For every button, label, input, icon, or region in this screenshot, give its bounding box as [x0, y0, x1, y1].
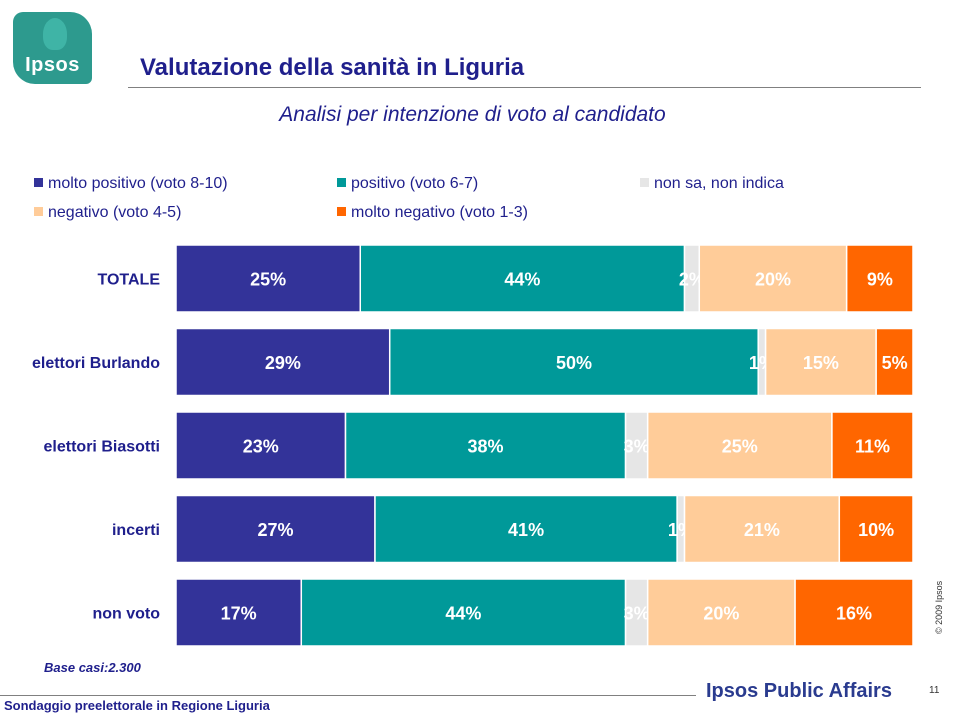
category-label: incerti: [112, 522, 160, 539]
legend-label: positivo (voto 6-7): [351, 175, 479, 192]
data-label: 44%: [504, 270, 540, 290]
logo-text: Ipsos: [25, 54, 80, 76]
data-label: 21%: [744, 520, 780, 540]
category-label: elettori Biasotti: [44, 439, 160, 456]
bar-segment: [794, 578, 914, 647]
bar-segment: [175, 244, 361, 313]
data-label: 25%: [250, 270, 286, 290]
data-label: 41%: [508, 520, 544, 540]
bar-segment: [838, 494, 914, 564]
bar-segment: [683, 494, 841, 564]
legend-label: molto positivo (voto 8-10): [48, 175, 228, 192]
bar-segment: [845, 244, 914, 313]
bar-segment: [646, 411, 833, 480]
data-label: 16%: [836, 604, 872, 624]
copyright: © 2009 Ipsos: [934, 580, 944, 634]
logo-head-icon: [43, 18, 67, 50]
legend-label: negativo (voto 4-5): [48, 204, 182, 221]
category-label: TOTALE: [97, 272, 160, 289]
data-label: 9%: [867, 270, 893, 290]
category-label: non voto: [92, 606, 160, 623]
page-number: 11: [929, 685, 940, 696]
footer-divider: [0, 695, 696, 696]
brand-name: Ipsos Public Affairs: [706, 680, 892, 702]
data-label: 10%: [858, 520, 894, 540]
legend-swatch: [337, 207, 346, 216]
legend-label: molto negativo (voto 1-3): [351, 204, 528, 221]
data-label: 27%: [257, 520, 293, 540]
legend-item-negativo: negativo (voto 4-5): [34, 204, 181, 222]
category-label: elettori Burlando: [32, 355, 160, 372]
bar-segment: [831, 411, 914, 480]
bar-segment: [344, 411, 627, 480]
bar-segment: [388, 327, 759, 397]
data-label: 29%: [265, 353, 301, 373]
legend-swatch: [337, 178, 346, 187]
legend-item-non-sa: non sa, non indica: [640, 175, 784, 193]
legend-item-positivo: positivo (voto 6-7): [337, 175, 478, 193]
base-note: Base casi:2.300: [44, 660, 141, 675]
data-label: 25%: [722, 437, 758, 457]
bar-segment: [300, 578, 627, 647]
legend-item-molto-negativo: molto negativo (voto 1-3): [337, 204, 528, 222]
footer-survey: Sondaggio preelettorale in Regione Ligur…: [4, 698, 270, 713]
data-label: 5%: [882, 353, 908, 373]
data-label: 11%: [855, 437, 890, 457]
legend-swatch: [34, 178, 43, 187]
page-subtitle: Analisi per intenzione di voto al candid…: [279, 103, 666, 126]
ipsos-logo: Ipsos: [13, 12, 92, 84]
data-label: 44%: [445, 604, 481, 624]
bar-segment: [175, 327, 391, 397]
data-label: 23%: [243, 437, 279, 457]
data-label: 38%: [468, 437, 504, 457]
data-label: 50%: [556, 353, 592, 373]
data-label: 3%: [624, 604, 650, 624]
data-label: 20%: [755, 270, 791, 290]
data-label: 15%: [803, 353, 839, 373]
data-label: 2%: [679, 270, 705, 290]
title-divider: [128, 87, 921, 88]
legend-swatch: [640, 178, 649, 187]
data-label: 3%: [624, 437, 650, 457]
bar-segment: [698, 244, 848, 313]
data-label: 17%: [221, 604, 257, 624]
bar-segment: [875, 327, 914, 397]
legend-label: non sa, non indica: [654, 175, 784, 192]
bar-segment: [175, 494, 376, 564]
data-label: 20%: [703, 604, 739, 624]
bar-segment: [646, 578, 796, 647]
legend-swatch: [34, 207, 43, 216]
bar-segment: [175, 578, 303, 647]
legend-item-molto-positivo: molto positivo (voto 8-10): [34, 175, 228, 193]
page-title: Valutazione della sanità in Liguria: [140, 54, 525, 81]
bar-segment: [175, 411, 347, 480]
